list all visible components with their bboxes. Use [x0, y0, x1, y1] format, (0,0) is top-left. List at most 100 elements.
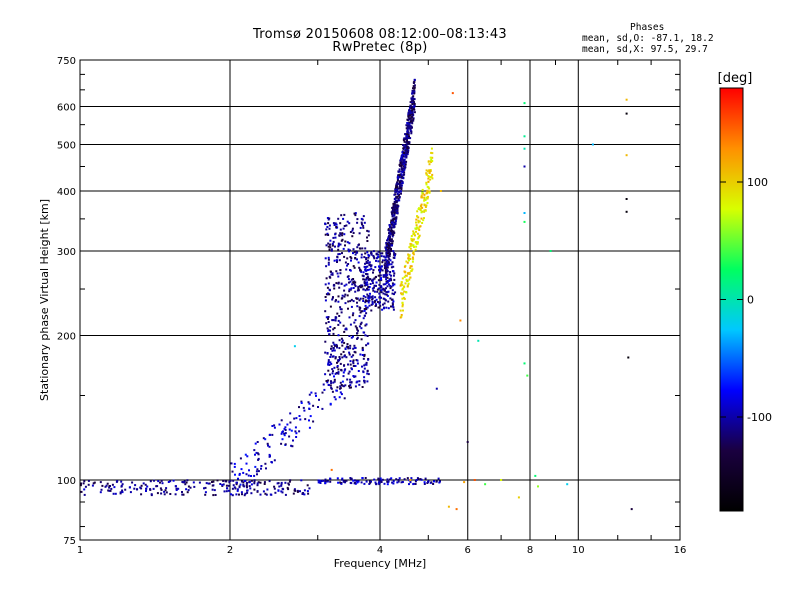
- scatter-point: [355, 250, 358, 253]
- scatter-point: [278, 485, 281, 488]
- scatter-point: [306, 484, 309, 487]
- scatter-point: [345, 328, 348, 331]
- scatter-point: [352, 265, 355, 268]
- scatter-point: [383, 289, 386, 292]
- scatter-point: [390, 279, 393, 282]
- scatter-point: [389, 250, 392, 252]
- y-tick-label: 200: [57, 332, 76, 343]
- scatter-point: [403, 290, 406, 293]
- scatter-point: [398, 183, 401, 186]
- scatter-point: [412, 97, 415, 100]
- scatter-point: [390, 238, 393, 241]
- scatter-point: [340, 353, 343, 356]
- scatter-point: [625, 112, 628, 115]
- scatter-point: [245, 482, 248, 485]
- scatter-point: [384, 283, 387, 286]
- scatter-point: [451, 92, 454, 95]
- scatter-point: [273, 485, 276, 488]
- scatter-point: [253, 480, 256, 483]
- scatter-point: [354, 365, 357, 367]
- scatter-point: [417, 227, 420, 230]
- scatter-point: [383, 307, 385, 310]
- x-tick-label: 2: [227, 545, 233, 556]
- scatter-point: [408, 259, 410, 262]
- scatter-point: [390, 226, 393, 229]
- scatter-point: [336, 366, 339, 369]
- scatter-point: [325, 244, 328, 247]
- scatter-point: [262, 490, 265, 493]
- scatter-point: [346, 378, 349, 381]
- scatter-point: [253, 482, 256, 485]
- scatter-point: [404, 153, 407, 156]
- scatter-point: [181, 491, 183, 493]
- scatter-point: [342, 217, 345, 220]
- scatter-point: [380, 277, 382, 280]
- scatter-point: [409, 127, 412, 130]
- scatter-point: [344, 293, 347, 296]
- scatter-point: [347, 248, 350, 251]
- scatter-point: [433, 480, 435, 483]
- scatter-point: [385, 263, 388, 266]
- scatter-point: [393, 201, 396, 204]
- scatter-point: [394, 206, 397, 209]
- scatter-point: [390, 233, 393, 236]
- scatter-point: [373, 301, 376, 304]
- scatter-point: [82, 482, 85, 485]
- scatter-point: [334, 222, 337, 225]
- scatter-point: [369, 283, 372, 285]
- scatter-point: [364, 324, 367, 327]
- scatter-point: [356, 328, 359, 331]
- scatter-point: [386, 251, 389, 253]
- scatter-point: [365, 361, 368, 364]
- scatter-point: [403, 168, 406, 171]
- scatter-point: [392, 265, 395, 268]
- scatter-point: [366, 369, 369, 372]
- scatter-point: [332, 222, 335, 225]
- scatter-point: [407, 257, 410, 260]
- scatter-point: [361, 247, 364, 250]
- scatter-point: [204, 493, 207, 496]
- scatter-point: [408, 255, 411, 258]
- scatter-point: [413, 101, 415, 104]
- scatter-point: [245, 462, 248, 465]
- scatter-point: [351, 368, 353, 371]
- scatter-point: [396, 187, 399, 190]
- scatter-point: [119, 492, 122, 495]
- scatter-point: [343, 397, 346, 400]
- scatter-point: [357, 285, 360, 288]
- scatter-point: [391, 235, 394, 238]
- scatter-point: [352, 252, 354, 255]
- scatter-point: [134, 484, 137, 487]
- scatter-point: [336, 386, 339, 389]
- scatter-point: [356, 362, 359, 365]
- scatter-point: [333, 349, 336, 352]
- scatter-point: [383, 264, 386, 267]
- scatter-point: [308, 426, 311, 429]
- scatter-point: [396, 190, 399, 193]
- scatter-point: [409, 479, 412, 481]
- scatter-point: [229, 479, 232, 482]
- scatter-point: [326, 327, 329, 330]
- scatter-point: [352, 287, 355, 289]
- scatter-point: [381, 252, 384, 255]
- scatter-point: [365, 344, 368, 347]
- scatter-point: [397, 170, 400, 173]
- scatter-point: [428, 163, 431, 166]
- scatter-point: [333, 343, 336, 346]
- scatter-point: [414, 480, 417, 483]
- scatter-point: [363, 355, 366, 357]
- scatter-point: [256, 441, 259, 443]
- scatter-point: [403, 158, 406, 161]
- scatter-point: [391, 261, 394, 264]
- scatter-point: [411, 103, 414, 105]
- scatter-point: [409, 267, 412, 269]
- scatter-point: [284, 426, 287, 429]
- scatter-point: [420, 478, 423, 481]
- scatter-point: [377, 287, 380, 290]
- scatter-point: [336, 312, 339, 315]
- scatter-point: [287, 488, 290, 491]
- scatter-point: [115, 480, 118, 483]
- scatter-point: [324, 373, 327, 376]
- scatter-point: [288, 480, 291, 483]
- scatter-point: [362, 295, 365, 298]
